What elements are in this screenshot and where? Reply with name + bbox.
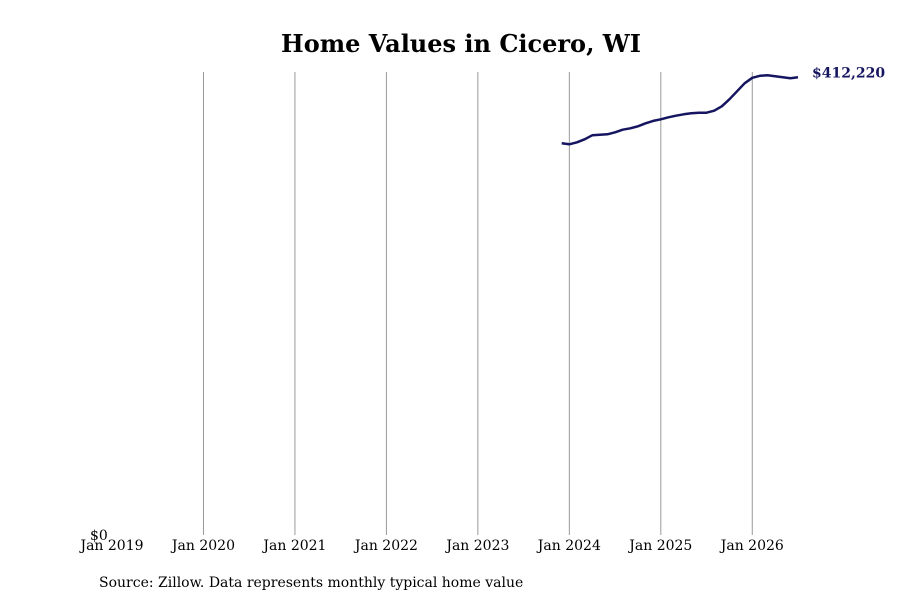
source-note: Source: Zillow. Data represents monthly … [99,575,523,591]
x-tick-label: Jan 2019 [78,538,143,554]
x-tick-label: Jan 2020 [170,538,235,554]
y-tick-label: $0 [90,528,108,544]
x-tick-label: Jan 2024 [536,538,601,554]
value-label: $412,220 [812,65,885,81]
x-tick-label: Jan 2022 [353,538,418,554]
chart-title: Home Values in Cicero, WI [281,29,641,58]
x-tick-label: Jan 2021 [261,538,326,554]
x-tick-label: Jan 2023 [444,538,509,554]
data-line [561,74,799,146]
x-tick-label: Jan 2026 [719,538,784,554]
x-tick-label: Jan 2025 [627,538,692,554]
